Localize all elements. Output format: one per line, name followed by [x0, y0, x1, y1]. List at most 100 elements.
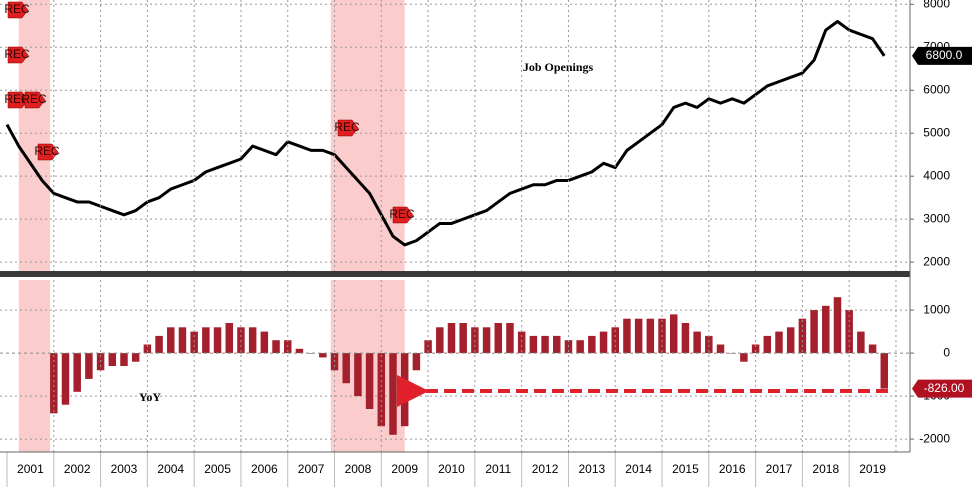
recession-band [18, 280, 51, 452]
bar [178, 327, 187, 354]
bar [272, 340, 280, 354]
x-tick-label: 2010 [438, 462, 465, 476]
bar [506, 323, 514, 354]
bar [599, 331, 608, 354]
x-tick-label: 2006 [251, 462, 278, 476]
event-label: REC [4, 2, 30, 16]
event-flag [37, 143, 59, 161]
x-tick-label: 2007 [298, 462, 325, 476]
y-tick-label: -2000 [919, 431, 950, 445]
value-tag [912, 379, 972, 398]
bar [202, 327, 210, 354]
event-label: REC [4, 47, 30, 61]
event-flag [392, 206, 414, 224]
bar [295, 348, 304, 354]
y-tick-label: 2000 [923, 254, 950, 268]
x-tick-label: 2013 [578, 462, 605, 476]
bar [61, 353, 70, 405]
bar [190, 331, 198, 354]
bar [389, 353, 397, 435]
bar [681, 323, 690, 354]
bar [120, 353, 128, 366]
event-label: REC [21, 92, 47, 106]
bar [716, 344, 725, 354]
bar [50, 353, 58, 414]
y-tick-label: 0 [943, 345, 950, 359]
bar [669, 314, 678, 354]
bar [786, 327, 795, 354]
event-flag [24, 91, 46, 109]
y-tick-label: 8000 [923, 0, 950, 10]
x-tick-label: 2018 [812, 462, 839, 476]
event-label: REC [34, 144, 60, 158]
bar [459, 323, 467, 354]
bar [447, 323, 456, 354]
bar [693, 331, 701, 354]
bar [705, 335, 713, 354]
bar [365, 353, 374, 409]
x-tick-label: 2011 [485, 462, 511, 476]
x-tick-label: 2009 [391, 462, 418, 476]
bar [213, 327, 222, 354]
bar [412, 353, 421, 371]
x-tick-label: 2016 [719, 462, 746, 476]
bar [319, 353, 327, 358]
x-tick-label: 2002 [64, 462, 91, 476]
bar [751, 344, 760, 354]
bar [763, 335, 772, 354]
bar [377, 353, 386, 427]
bar [588, 335, 596, 354]
bar [529, 335, 538, 354]
bar [740, 353, 748, 362]
x-tick-label: 2019 [859, 462, 886, 476]
bar [131, 353, 140, 362]
bar [108, 353, 117, 366]
event-flag [337, 119, 359, 137]
y-tick-label: 3000 [923, 211, 950, 225]
y-tick-label: 6000 [923, 82, 950, 96]
bar [85, 353, 93, 379]
last-value-label: 6800.0 [926, 48, 963, 62]
bar [342, 353, 350, 384]
x-tick-label: 2015 [672, 462, 699, 476]
bar [225, 323, 233, 354]
event-flag [7, 1, 29, 19]
x-tick-label: 2014 [625, 462, 652, 476]
bar [517, 331, 526, 354]
x-tick-label: 2003 [111, 462, 138, 476]
value-tag [912, 46, 972, 65]
event-label: REC [389, 207, 415, 221]
bar [436, 327, 444, 354]
x-tick-label: 2004 [157, 462, 184, 476]
bar [307, 353, 315, 354]
bar [482, 327, 491, 354]
value-label: -826.00 [924, 381, 965, 395]
bar [248, 327, 257, 354]
bar [576, 340, 584, 354]
bar [868, 344, 877, 354]
bar [810, 310, 818, 354]
panel-title: Job Openings [523, 60, 594, 74]
bar [623, 318, 631, 354]
y-tick-label: 1000 [923, 302, 950, 316]
recession-band [18, 0, 51, 275]
y-tick-label: 4000 [923, 168, 950, 182]
bar [634, 318, 643, 354]
bar [400, 353, 409, 427]
event-flag [7, 46, 29, 64]
bar [143, 344, 152, 354]
bar [260, 331, 269, 354]
y-tick-label: 5000 [923, 125, 950, 139]
bar [880, 353, 889, 389]
bar [155, 335, 163, 354]
bar [775, 331, 783, 354]
bar [541, 335, 549, 354]
bar [553, 335, 561, 354]
bar [833, 297, 842, 354]
recession-band [330, 0, 405, 275]
event-label: REC [4, 92, 30, 106]
bar [354, 353, 362, 397]
bar [167, 327, 175, 354]
